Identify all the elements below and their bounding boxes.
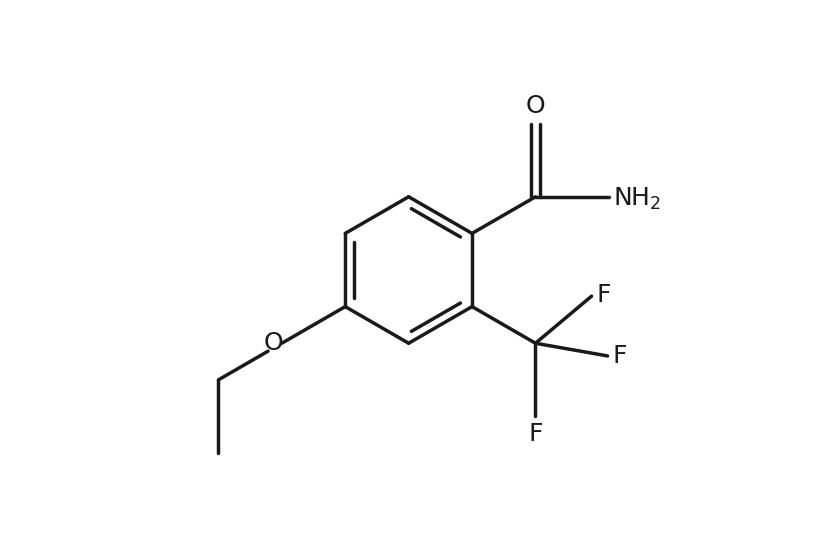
Text: NH$_2$: NH$_2$ [613, 185, 661, 212]
Text: F: F [612, 344, 627, 368]
Text: F: F [596, 283, 611, 307]
Text: F: F [528, 422, 543, 445]
Text: O: O [264, 331, 283, 355]
Text: O: O [525, 94, 546, 119]
